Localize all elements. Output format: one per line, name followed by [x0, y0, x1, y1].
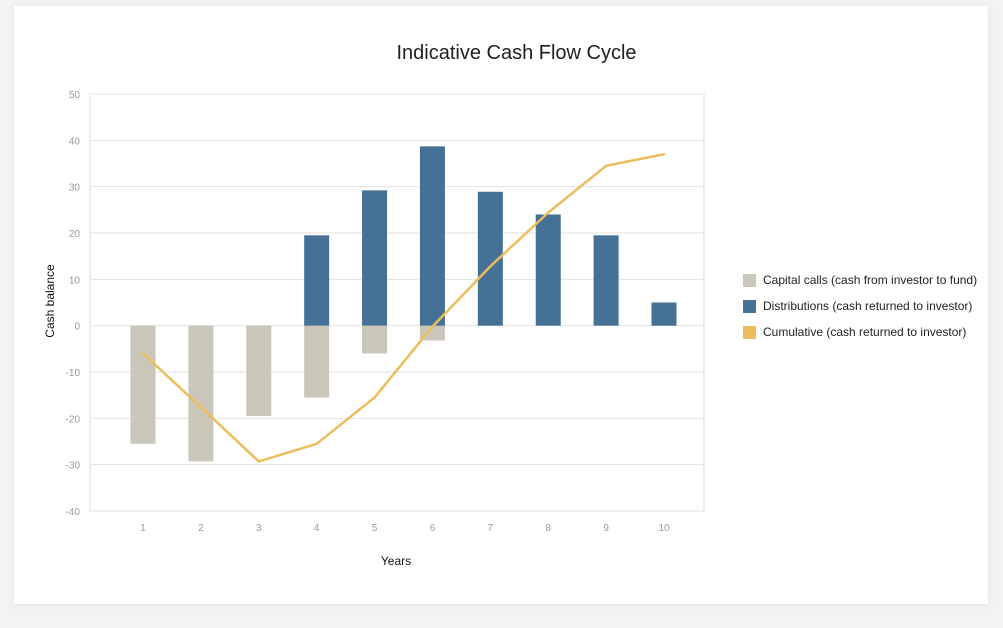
- x-axis-label: Years: [381, 554, 411, 568]
- chart-title: Indicative Cash Flow Cycle: [396, 42, 637, 64]
- y-tick-label: -20: [66, 414, 81, 425]
- capital-call-bar: [188, 325, 214, 462]
- legend-item-distributions: Distributions (cash returned to investor…: [743, 293, 977, 319]
- x-tick-labels: 1 2 3 4 5 6 7 8 9 10: [140, 523, 670, 534]
- capital-call-bar: [362, 325, 388, 354]
- y-tick-label: 20: [69, 229, 81, 240]
- y-axis-label: Cash balance: [43, 264, 57, 338]
- cumulative-line: [141, 152, 666, 463]
- legend-label-cumulative: Cumulative (cash returned to investor): [763, 325, 967, 339]
- legend-swatch-distributions: [743, 299, 756, 313]
- y-tick-label: -10: [66, 368, 81, 379]
- distribution-bar: [535, 214, 561, 326]
- legend-swatch-capital-calls: [743, 273, 756, 287]
- cumulative-polyline: [141, 152, 666, 463]
- legend-label-distributions: Distributions (cash returned to investor…: [763, 299, 973, 313]
- x-tick-label: 10: [658, 523, 670, 534]
- y-tick-label: 10: [69, 275, 81, 286]
- x-tick-label: 7: [488, 523, 494, 534]
- capital-call-bar: [246, 325, 272, 417]
- distribution-bar: [593, 235, 619, 326]
- x-tick-label: 3: [256, 523, 262, 534]
- x-tick-label: 2: [198, 523, 204, 534]
- x-tick-label: 6: [430, 523, 436, 534]
- distribution-bar: [651, 302, 677, 326]
- legend: Capital calls (cash from investor to fun…: [743, 267, 977, 345]
- capital-call-bar: [419, 325, 445, 341]
- y-tick-label: -40: [66, 507, 81, 518]
- y-tick-label: 50: [69, 90, 81, 101]
- y-tick-label: 0: [74, 322, 80, 333]
- y-tick-labels: 50 40 30 20 10 0 -10 -20 -30 -40: [66, 90, 81, 518]
- y-tick-label: -30: [66, 461, 81, 472]
- legend-swatch-cumulative: [743, 325, 756, 339]
- x-tick-label: 9: [603, 523, 609, 534]
- capital-call-bar: [304, 325, 330, 398]
- y-tick-label: 30: [69, 183, 81, 194]
- x-tick-label: 4: [314, 523, 320, 534]
- x-tick-label: 1: [140, 523, 146, 534]
- bars: [130, 146, 677, 462]
- legend-label-capital-calls: Capital calls (cash from investor to fun…: [763, 273, 978, 287]
- distribution-bar: [419, 146, 445, 326]
- x-tick-label: 5: [372, 523, 378, 534]
- legend-item-cumulative: Cumulative (cash returned to investor): [743, 319, 977, 345]
- y-tick-label: 40: [69, 136, 81, 147]
- x-tick-label: 8: [545, 523, 551, 534]
- legend-item-capital-calls: Capital calls (cash from investor to fun…: [743, 267, 977, 293]
- distribution-bar: [362, 190, 388, 326]
- distribution-bar: [304, 235, 330, 326]
- capital-call-bar: [130, 325, 156, 444]
